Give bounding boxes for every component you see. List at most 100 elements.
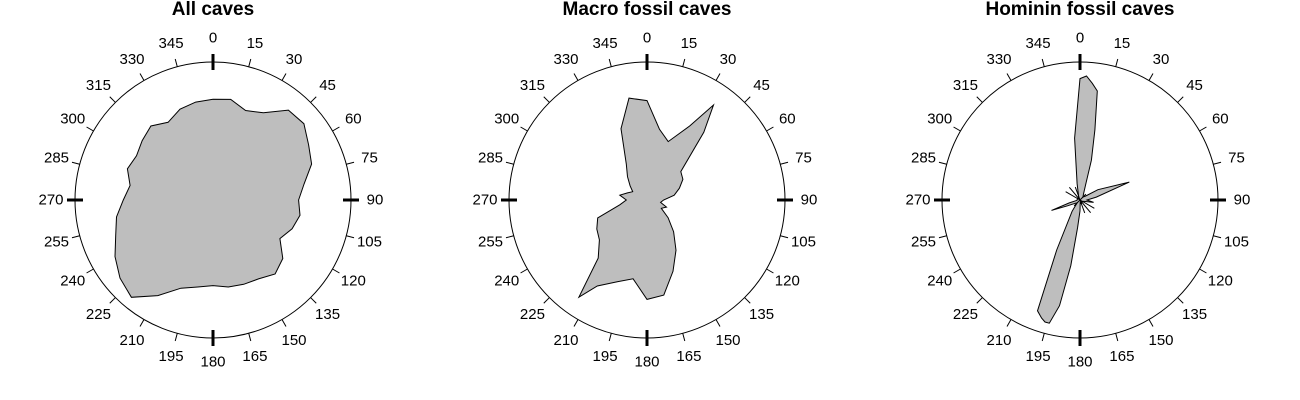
rose-panel-macro-fossil-caves: Macro fossil caves 0 15 30 45 60 75 90 105 12013… [472, 0, 817, 371]
angle-tick-label: 270 [472, 192, 497, 209]
angle-tick-mark [573, 73, 579, 81]
angle-tick-label: 330 [119, 51, 144, 68]
angle-tick-mark [248, 333, 252, 342]
angle-tick-label: 240 [494, 273, 519, 290]
angle-tick-label: 300 [927, 111, 952, 128]
angle-tick-mark [1213, 235, 1222, 239]
angle-tick-label: 315 [953, 77, 978, 94]
rose-spike [1079, 199, 1092, 214]
angle-tick-label: 225 [86, 306, 111, 323]
angle-tick-label: 180 [200, 354, 225, 371]
angle-tick-label: 90 [1234, 192, 1251, 209]
angle-tick-label: 120 [1208, 273, 1233, 290]
angle-tick-mark [1148, 319, 1154, 327]
angle-tick-mark [310, 297, 317, 304]
angle-tick-mark [976, 297, 983, 304]
angle-tick-label: 255 [478, 233, 503, 250]
angle-tick-label: 195 [593, 348, 618, 365]
angle-tick-mark [332, 126, 340, 132]
rose-area-hominin-fossil-caves [1036, 75, 1130, 324]
angle-tick-mark [780, 235, 789, 239]
angle-tick-mark [174, 58, 178, 67]
angle-tick-mark [86, 268, 94, 274]
angle-tick-mark [281, 73, 287, 81]
angle-tick-mark [543, 297, 550, 304]
angle-tick-label: 180 [634, 354, 659, 371]
angle-tick-label: 105 [791, 233, 816, 250]
angle-tick-label: 180 [1067, 354, 1092, 371]
angle-tick-mark [1115, 58, 1119, 67]
angle-tick-label: 0 [209, 30, 217, 47]
rose-area-all-caves [114, 98, 313, 298]
angle-tick-label: 150 [1148, 332, 1173, 349]
angle-tick-label: 45 [319, 77, 336, 94]
angle-tick-mark [332, 268, 340, 274]
angle-tick-label: 240 [927, 273, 952, 290]
angle-tick-mark [682, 333, 686, 342]
angle-tick-mark [248, 58, 252, 67]
angle-tick-label: 255 [911, 233, 936, 250]
angle-tick-label: 345 [159, 35, 184, 52]
angle-tick-label: 285 [911, 150, 936, 167]
angle-tick-label: 15 [681, 35, 698, 52]
angle-tick-label: 225 [953, 306, 978, 323]
angle-tick-label: 150 [715, 332, 740, 349]
angle-tick-mark [520, 268, 528, 274]
angle-tick-mark [744, 297, 751, 304]
angle-tick-mark [1177, 96, 1184, 103]
angle-tick-mark [766, 126, 774, 132]
angle-tick-label: 60 [779, 111, 796, 128]
angle-tick-mark [976, 96, 983, 103]
angle-tick-mark [780, 161, 789, 165]
angle-tick-mark [71, 235, 80, 239]
angle-tick-label: 150 [281, 332, 306, 349]
rose-spike [1074, 186, 1081, 201]
angle-tick-mark [71, 161, 80, 165]
angle-tick-label: 165 [242, 348, 267, 365]
angle-tick-mark [1006, 73, 1012, 81]
angle-tick-mark [505, 161, 514, 165]
angle-tick-mark [543, 96, 550, 103]
angle-tick-label: 135 [1182, 306, 1207, 323]
angle-tick-label: 135 [315, 306, 340, 323]
angle-tick-mark [953, 126, 961, 132]
angle-tick-mark [682, 58, 686, 67]
angle-tick-label: 60 [345, 111, 362, 128]
angle-tick-mark [1199, 126, 1207, 132]
angle-tick-label: 210 [119, 332, 144, 349]
angle-tick-label: 195 [159, 348, 184, 365]
angle-tick-label: 30 [720, 51, 737, 68]
angle-tick-mark [139, 319, 145, 327]
angle-tick-label: 105 [1224, 233, 1249, 250]
angle-tick-mark [715, 73, 721, 81]
angle-tick-mark [608, 333, 612, 342]
angle-tick-label: 300 [60, 111, 85, 128]
angle-tick-label: 105 [357, 233, 382, 250]
angle-tick-label: 330 [986, 51, 1011, 68]
rose-spike [1073, 199, 1081, 207]
angle-tick-mark [505, 235, 514, 239]
angle-tick-label: 165 [676, 348, 701, 365]
angle-tick-mark [1177, 297, 1184, 304]
angle-tick-label: 90 [801, 192, 818, 209]
angle-tick-label: 90 [367, 192, 384, 209]
angle-tick-mark [139, 73, 145, 81]
angle-tick-label: 300 [494, 111, 519, 128]
angle-tick-label: 285 [44, 150, 69, 167]
rose-spike [1079, 193, 1087, 201]
angle-tick-mark [766, 268, 774, 274]
angle-tick-mark [744, 96, 751, 103]
angle-tick-mark [109, 297, 116, 304]
angle-tick-label: 135 [749, 306, 774, 323]
angle-tick-mark [938, 235, 947, 239]
angle-tick-label: 60 [1212, 111, 1229, 128]
angle-tick-mark [281, 319, 287, 327]
angle-tick-label: 45 [1186, 77, 1203, 94]
panel-title-macro-fossil-caves: Macro fossil caves [563, 0, 732, 20]
angle-tick-label: 195 [1026, 348, 1051, 365]
angle-tick-mark [109, 96, 116, 103]
angle-tick-label: 345 [1026, 35, 1051, 52]
angle-tick-label: 75 [361, 150, 378, 167]
angle-tick-label: 165 [1109, 348, 1134, 365]
